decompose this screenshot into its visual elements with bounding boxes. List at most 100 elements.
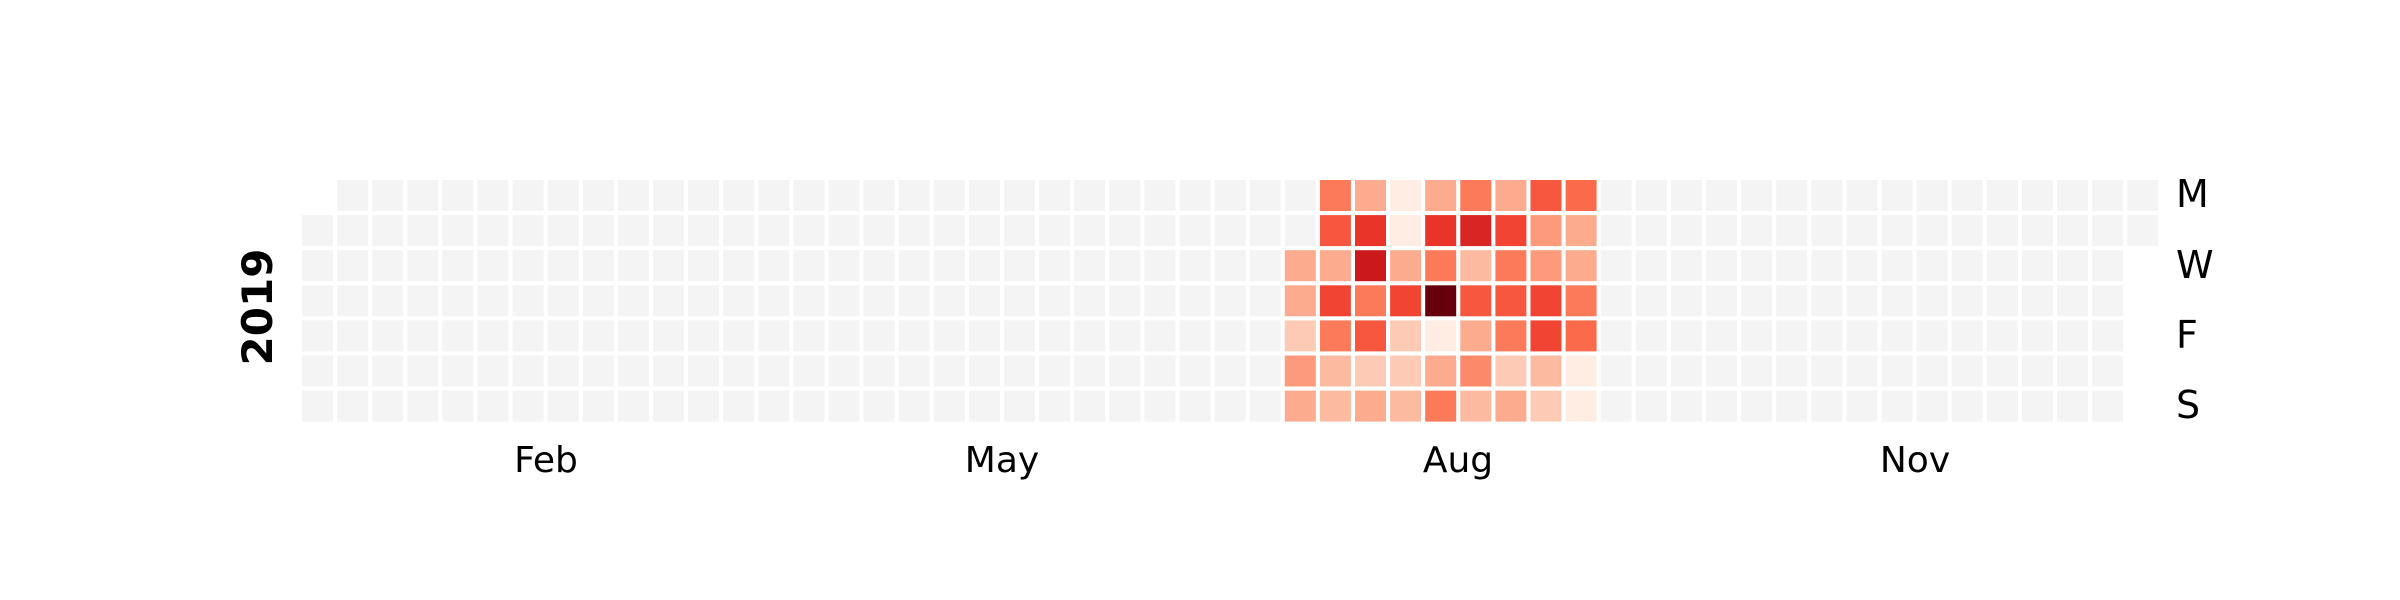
- heatmap-cell-2019-02-09: [477, 355, 509, 387]
- heatmap-cell-2019-11-14: [1881, 285, 1913, 317]
- heatmap-cell-2019-08-12: [1425, 180, 1457, 211]
- heatmap-cell-2019-11-25: [1951, 180, 1983, 211]
- heatmap-cell-2019-05-17: [968, 320, 1000, 352]
- heatmap-cell-2019-09-26: [1635, 285, 1667, 317]
- heatmap-cell-2019-09-12: [1565, 285, 1597, 317]
- heatmap-cell-2019-07-20: [1284, 355, 1316, 387]
- heatmap-cell-2019-12-12: [2021, 285, 2053, 317]
- heatmap-cell-2019-03-11: [653, 180, 684, 211]
- heatmap-cell-2019-10-27: [1776, 390, 1808, 422]
- heatmap-cell-2019-04-04: [758, 285, 790, 317]
- heatmap-cell-2019-02-08: [477, 320, 509, 352]
- heatmap-cell-2019-07-11: [1249, 285, 1281, 317]
- heatmap-cell-2019-10-23: [1776, 250, 1808, 282]
- heatmap-cell-2019-04-24: [863, 250, 895, 282]
- heatmap-cell-2019-08-03: [1355, 355, 1386, 387]
- heatmap-cell-2019-08-01: [1355, 285, 1386, 317]
- heatmap-cell-2019-01-29: [442, 215, 474, 247]
- heatmap-cell-2019-08-21: [1460, 250, 1492, 282]
- heatmap-cell-2019-06-13: [1109, 285, 1141, 317]
- heatmap-cell-2019-06-28: [1179, 320, 1211, 352]
- heatmap-cell-2019-08-19: [1460, 180, 1492, 211]
- heatmap-cell-2019-04-22: [863, 180, 895, 211]
- heatmap-cell-2019-02-05: [477, 215, 509, 247]
- heatmap-cell-2019-04-12: [793, 320, 825, 352]
- heatmap-cell-2019-10-11: [1706, 320, 1737, 352]
- heatmap-cell-2019-03-30: [723, 355, 755, 387]
- weekday-labels: M W F S: [2176, 172, 2214, 427]
- heatmap-cell-2019-01-08: [337, 215, 369, 247]
- heatmap-cell-2019-02-18: [547, 180, 579, 211]
- heatmap-cell-2019-04-09: [793, 215, 825, 247]
- heatmap-cell-2019-06-14: [1109, 320, 1141, 352]
- heatmap-cell-2019-11-21: [1916, 285, 1948, 317]
- weekday-label-s: S: [2176, 383, 2200, 427]
- heatmap-cell-2019-08-18: [1425, 390, 1457, 422]
- heatmap-cell-2019-05-03: [898, 320, 930, 352]
- heatmap-cell-2019-11-22: [1916, 320, 1948, 352]
- heatmap-cell-2019-08-05: [1390, 180, 1422, 211]
- heatmap-cell-2019-11-04: [1846, 180, 1878, 211]
- heatmap-cell-2019-12-13: [2021, 320, 2053, 352]
- heatmap-cell-2019-05-31: [1039, 320, 1071, 352]
- heatmap-cell-2019-06-20: [1144, 285, 1176, 317]
- heatmap-cell-2019-04-18: [828, 285, 860, 317]
- heatmap-cell-2019-05-08: [933, 250, 965, 282]
- heatmap-cell-2019-10-31: [1811, 285, 1843, 317]
- heatmap-cell-2019-07-15: [1284, 180, 1316, 211]
- heatmap-cell-2019-03-17: [653, 390, 684, 422]
- heatmap-cell-2019-07-17: [1284, 250, 1316, 282]
- heatmap-cell-2019-12-31: [2127, 215, 2159, 247]
- heatmap-cell-2019-07-21: [1284, 390, 1316, 422]
- heatmap-cell-2019-12-25: [2092, 250, 2124, 282]
- heatmap-cell-2019-02-17: [512, 390, 544, 422]
- heatmap-cell-2019-04-01: [758, 180, 790, 211]
- heatmap-cell-2019-01-01: [302, 215, 333, 247]
- heatmap-cell-2019-12-21: [2057, 355, 2088, 387]
- heatmap-cell-2019-04-29: [898, 180, 930, 211]
- heatmap-cell-2019-02-10: [477, 390, 509, 422]
- heatmap-cell-2019-06-18: [1144, 215, 1176, 247]
- heatmap-cell-2019-12-23: [2092, 180, 2124, 211]
- heatmap-cell-2019-08-09: [1390, 320, 1422, 352]
- heatmap-cell-2019-11-07: [1846, 285, 1878, 317]
- heatmap-cell-2019-12-04: [1986, 250, 2018, 282]
- heatmap-cell-2019-06-01: [1039, 355, 1071, 387]
- heatmap-cell-2019-09-24: [1635, 215, 1667, 247]
- heatmap-cell-2019-05-24: [1004, 320, 1035, 352]
- heatmap-cell-2019-10-06: [1670, 390, 1702, 422]
- heatmap-cell-2019-05-14: [968, 215, 1000, 247]
- heatmap-cell-2019-09-29: [1635, 390, 1667, 422]
- heatmap-cell-2019-05-28: [1039, 215, 1071, 247]
- heatmap-cell-2019-09-18: [1600, 250, 1632, 282]
- heatmap-cell-2019-08-28: [1495, 250, 1527, 282]
- heatmap-cell-2019-10-16: [1741, 250, 1773, 282]
- heatmap-cell-2019-04-02: [758, 215, 790, 247]
- heatmap-cell-2019-03-01: [582, 320, 614, 352]
- heatmap-cell-2019-09-06: [1530, 320, 1562, 352]
- heatmap-cell-2019-01-28: [442, 180, 474, 211]
- heatmap-cell-2019-06-24: [1179, 180, 1211, 211]
- heatmap-cell-2019-01-07: [337, 180, 369, 211]
- heatmap-cell-2019-09-02: [1530, 180, 1562, 211]
- heatmap-cell-2019-06-05: [1074, 250, 1106, 282]
- heatmap-cell-2019-04-23: [863, 215, 895, 247]
- heatmap-cell-2019-08-16: [1425, 320, 1457, 352]
- heatmap-cell-2019-07-04: [1214, 285, 1246, 317]
- heatmap-cell-2019-09-05: [1530, 285, 1562, 317]
- heatmap-cell-2019-03-18: [688, 180, 720, 211]
- heatmap-cell-2019-07-28: [1319, 390, 1351, 422]
- heatmap-cell-2019-06-22: [1144, 355, 1176, 387]
- heatmap-cell-2019-04-30: [898, 215, 930, 247]
- heatmap-cell-2019-05-21: [1004, 215, 1035, 247]
- heatmap-cell-2019-04-16: [828, 215, 860, 247]
- heatmap-cell-2019-11-28: [1951, 285, 1983, 317]
- heatmap-cell-2019-01-27: [407, 390, 439, 422]
- heatmap-cell-2019-12-03: [1986, 215, 2018, 247]
- heatmap-cell-2019-04-26: [863, 320, 895, 352]
- heatmap-cell-2019-11-05: [1846, 215, 1878, 247]
- heatmap-cell-2019-10-13: [1706, 390, 1737, 422]
- heatmap-cell-2019-08-24: [1460, 355, 1492, 387]
- heatmap-cell-2019-04-06: [758, 355, 790, 387]
- heatmap-cell-2019-01-17: [372, 285, 404, 317]
